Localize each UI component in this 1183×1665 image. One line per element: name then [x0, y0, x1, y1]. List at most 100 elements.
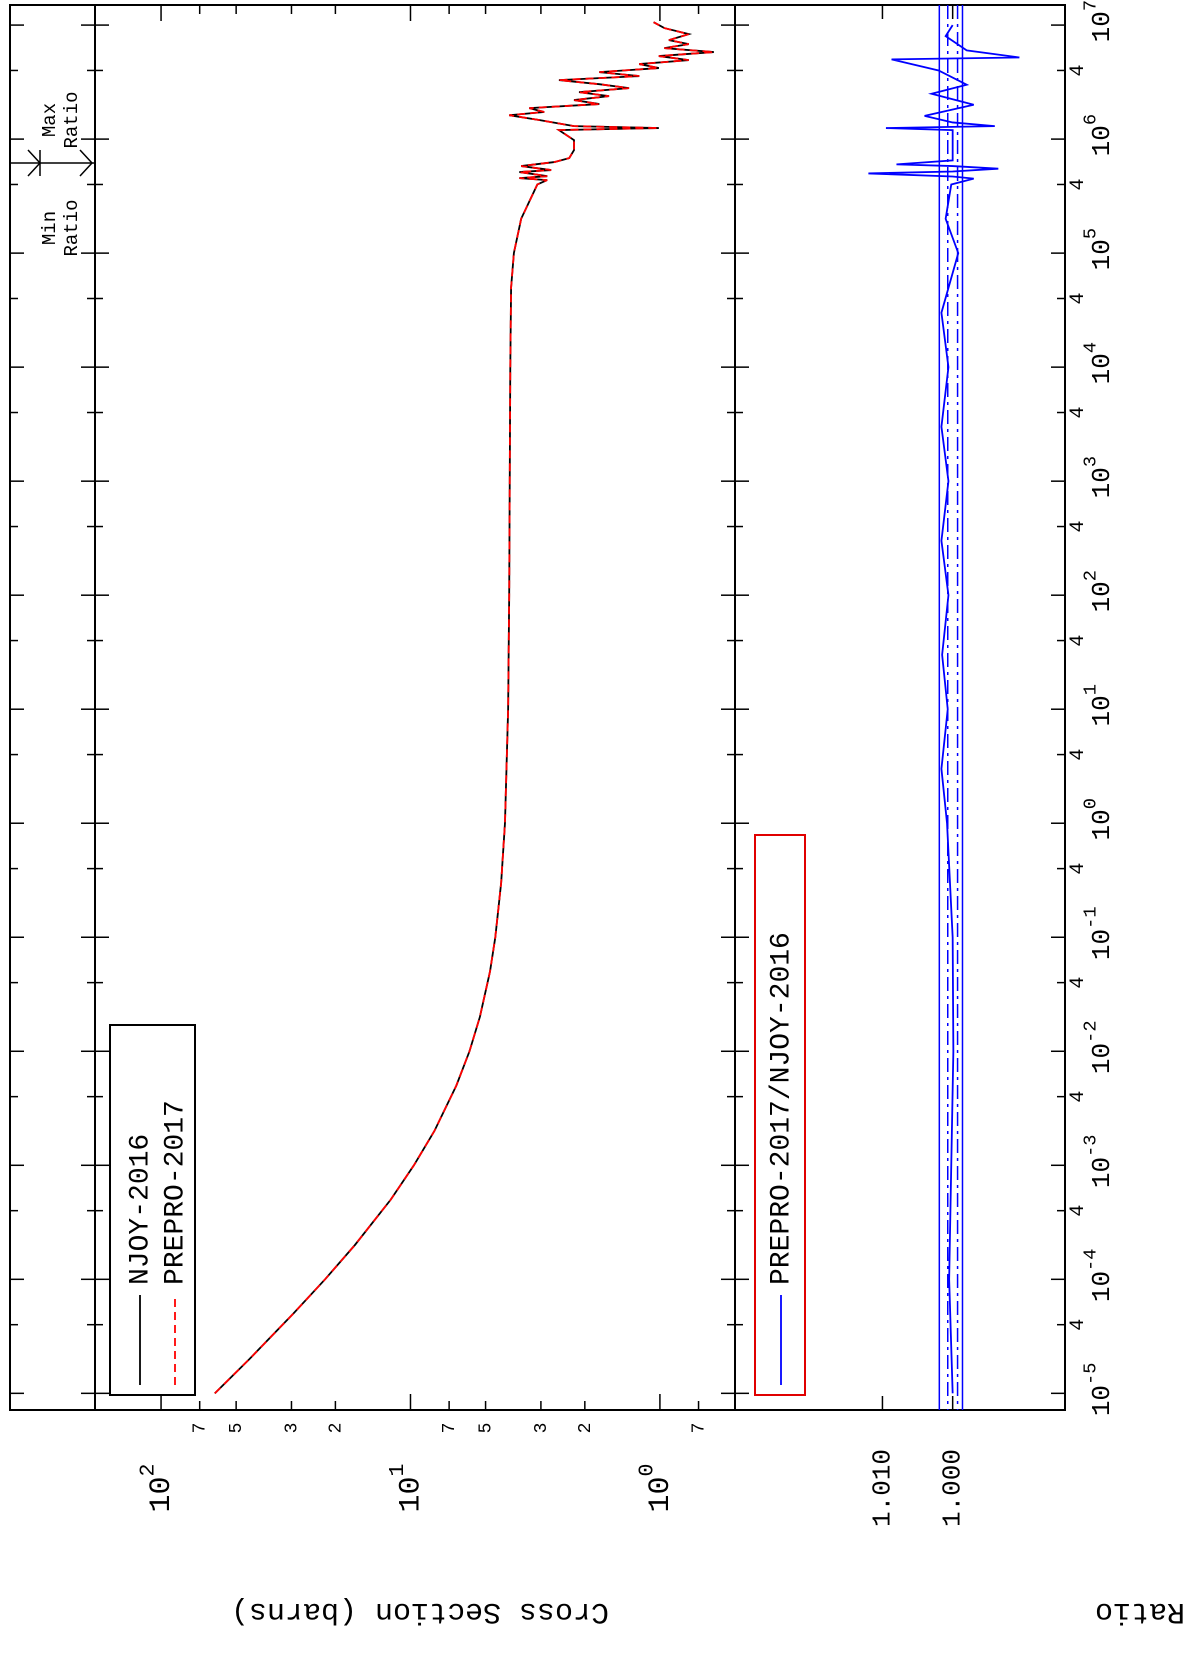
x-tick-label: 107 — [1079, 0, 1117, 42]
y-tick-label: 2 — [326, 1423, 346, 1434]
ratio-arrow — [10, 149, 95, 177]
x-tick-label: 10-5 — [1079, 1363, 1117, 1417]
series-line — [868, 24, 1020, 1394]
series-line — [214, 21, 714, 1394]
annotation: Min — [39, 211, 61, 245]
y-axis-label: Cross Section (barns) — [231, 1594, 609, 1628]
y-tick-label-base: 10 — [644, 1476, 678, 1512]
y-tick-label-base: 2 — [326, 1423, 346, 1434]
x-tick-label: 101 — [1079, 684, 1117, 726]
x-tick-label-base: 4 — [1067, 1205, 1090, 1217]
x-tick-label-power: 5 — [1079, 228, 1101, 239]
x-tick-label-base: 4 — [1067, 521, 1090, 533]
x-tick-label: 105 — [1079, 228, 1117, 270]
x-tick-label-base: 4 — [1067, 863, 1090, 875]
y-tick-label: 3 — [532, 1423, 552, 1434]
x-tick-label-base: 10 — [1087, 1385, 1117, 1416]
x-tick-label-base: 4 — [1067, 292, 1090, 304]
y-tick-label-base: 7 — [689, 1423, 709, 1434]
x-tick-label-power: 1 — [1079, 684, 1101, 695]
x-tick-label: 10-2 — [1079, 1020, 1117, 1074]
x-tick-label-base: 10 — [1087, 125, 1117, 156]
x-tick-label-power: -3 — [1079, 1134, 1101, 1156]
legend — [754, 834, 806, 1396]
x-tick-label-power: -2 — [1079, 1020, 1101, 1042]
x-tick-label: 104 — [1079, 342, 1117, 384]
x-tick-label: 100 — [1079, 798, 1117, 840]
y-tick-label-base: 7 — [440, 1423, 460, 1434]
x-tick-label: 102 — [1079, 570, 1117, 612]
x-tick-label: 10-4 — [1079, 1248, 1117, 1302]
x-tick-label: 4 — [1067, 863, 1090, 875]
x-tick-label: 10-1 — [1079, 906, 1117, 960]
x-tick-label: 4 — [1067, 1319, 1090, 1331]
y-tick-label-base: 10 — [394, 1476, 428, 1512]
y2-tick-label: 1.010 — [867, 1449, 897, 1527]
y-tick-label-base: 5 — [227, 1423, 247, 1434]
y-tick-label-base: 7 — [190, 1423, 210, 1434]
x-tick-label-power: 3 — [1079, 456, 1101, 467]
x-tick-label-power: 7 — [1079, 0, 1101, 11]
y-tick-label: 102 — [136, 1464, 179, 1513]
x-tick-label-base: 4 — [1067, 1319, 1090, 1331]
x-tick-label-base: 10 — [1087, 11, 1117, 42]
annotation: Ratio — [61, 91, 83, 148]
x-tick-label-power: 4 — [1079, 342, 1101, 353]
x-tick-label: 10-3 — [1079, 1134, 1117, 1188]
y-tick-label-base: 3 — [532, 1423, 552, 1434]
x-tick-label-base: 4 — [1067, 635, 1090, 647]
x-tick-label: 4 — [1067, 635, 1090, 647]
x-tick-label-base: 10 — [1087, 809, 1117, 840]
x-tick-label: 4 — [1067, 977, 1090, 989]
y-tick-label-base: 5 — [476, 1423, 496, 1434]
x-tick-label-base: 10 — [1087, 467, 1117, 498]
x-tick-label: 4 — [1067, 178, 1090, 190]
y-tick-label: 3 — [282, 1423, 302, 1434]
frame — [9, 4, 1066, 1411]
x-tick-label: 4 — [1067, 64, 1090, 76]
x-tick-label-power: 6 — [1079, 114, 1101, 125]
legend-label: PREPRO-2017/NJOY-2016 — [766, 932, 797, 1285]
y-tick-label: 100 — [635, 1464, 678, 1513]
y-tick-label: 7 — [190, 1423, 210, 1434]
x-tick-label-power: -4 — [1079, 1248, 1101, 1270]
y-tick-label-base: 2 — [576, 1423, 596, 1434]
x-tick-label-base: 10 — [1087, 1043, 1117, 1074]
y-tick-label-base: 10 — [145, 1476, 179, 1512]
annotation: Max — [39, 103, 61, 137]
y2-axis-label: Ratio — [1095, 1594, 1183, 1628]
series-line — [214, 21, 714, 1394]
x-tick-label: 4 — [1067, 1091, 1090, 1103]
x-tick-label-base: 10 — [1087, 1271, 1117, 1302]
x-tick-label-base: 10 — [1087, 695, 1117, 726]
x-tick-label-power: -5 — [1079, 1363, 1101, 1385]
x-tick-label-base: 4 — [1067, 749, 1090, 761]
x-tick-label-base: 4 — [1067, 64, 1090, 76]
x-tick-label-base: 10 — [1087, 1157, 1117, 1188]
y-tick-label: 5 — [227, 1423, 247, 1434]
legend-label: PREPRO-2017 — [160, 1100, 191, 1285]
x-tick-label: 4 — [1067, 1205, 1090, 1217]
y-tick-label: 7 — [440, 1423, 460, 1434]
x-tick-label-base: 10 — [1087, 581, 1117, 612]
x-tick-label-power: -1 — [1079, 906, 1101, 928]
x-tick-label-power: 2 — [1079, 570, 1101, 581]
x-tick-label-base: 10 — [1087, 929, 1117, 960]
x-tick-label: 4 — [1067, 749, 1090, 761]
x-tick-label: 4 — [1067, 292, 1090, 304]
y2-tick-label: 1.000 — [938, 1449, 968, 1527]
y-tick-label: 2 — [576, 1423, 596, 1434]
x-tick-label-power: 0 — [1079, 798, 1101, 809]
x-tick-label-base: 4 — [1067, 178, 1090, 190]
x-tick-label-base: 4 — [1067, 1091, 1090, 1103]
legend-label: NJOY-2016 — [125, 1134, 156, 1285]
x-tick-label-base: 10 — [1087, 239, 1117, 270]
x-tick-label: 106 — [1079, 114, 1117, 156]
y-tick-label-power: 0 — [635, 1464, 659, 1477]
legend — [109, 1024, 196, 1396]
y-tick-label: 101 — [386, 1464, 429, 1513]
x-tick-label-base: 4 — [1067, 407, 1090, 419]
x-tick-label: 103 — [1079, 456, 1117, 498]
